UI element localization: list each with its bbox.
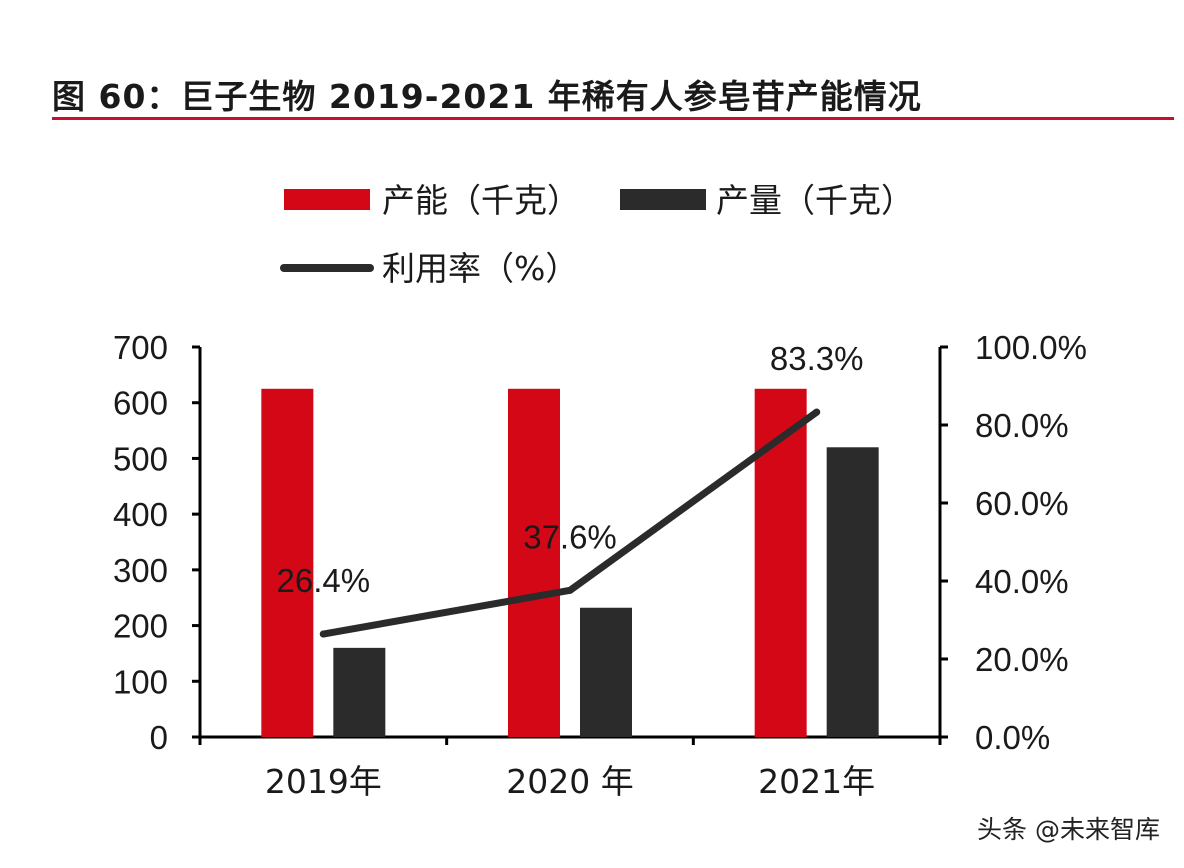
legend-label-capacity: 产能（千克） <box>382 181 580 220</box>
right-tick-label: 60.0% <box>975 485 1069 522</box>
left-tick-label: 500 <box>113 440 168 477</box>
utilization-point <box>319 630 327 638</box>
utilization-data-label: 37.6% <box>523 518 617 555</box>
output-bar <box>826 447 879 737</box>
right-tick-label: 80.0% <box>975 407 1069 444</box>
x-category-label: 2021年 <box>758 762 875 801</box>
capacity-bar <box>261 388 314 737</box>
utilization-data-label: 83.3% <box>770 340 864 377</box>
capacity-bar <box>508 388 560 737</box>
utilization-data-label: 26.4% <box>277 562 371 599</box>
legend-label-output: 产量（千克） <box>716 181 914 220</box>
watermark: 头条 @未来智库 <box>977 815 1160 844</box>
legend-swatch-capacity <box>284 189 370 210</box>
left-tick-label: 0 <box>150 719 168 756</box>
left-tick-label: 100 <box>113 663 168 700</box>
left-tick-label: 700 <box>113 329 168 366</box>
right-tick-label: 20.0% <box>975 641 1069 678</box>
right-tick-label: 100.0% <box>975 329 1087 366</box>
output-bar <box>580 607 632 737</box>
x-category-label: 2019年 <box>265 762 382 801</box>
title-divider <box>52 117 1174 120</box>
legend-label-utilization: 利用率（%） <box>382 249 578 288</box>
left-tick-label: 300 <box>113 552 168 589</box>
utilization-point <box>566 586 574 594</box>
right-tick-label: 0.0% <box>975 719 1050 756</box>
right-tick-label: 40.0% <box>975 563 1069 600</box>
utilization-point <box>813 408 821 416</box>
figure-title: 图 60：巨子生物 2019-2021 年稀有人参皂苷产能情况 <box>52 77 922 116</box>
left-tick-label: 600 <box>113 385 168 422</box>
legend-swatch-output <box>620 189 706 210</box>
x-category-label: 2020 年 <box>506 762 633 801</box>
output-bar <box>333 647 386 737</box>
left-tick-label: 200 <box>113 608 168 645</box>
left-tick-label: 400 <box>113 496 168 533</box>
